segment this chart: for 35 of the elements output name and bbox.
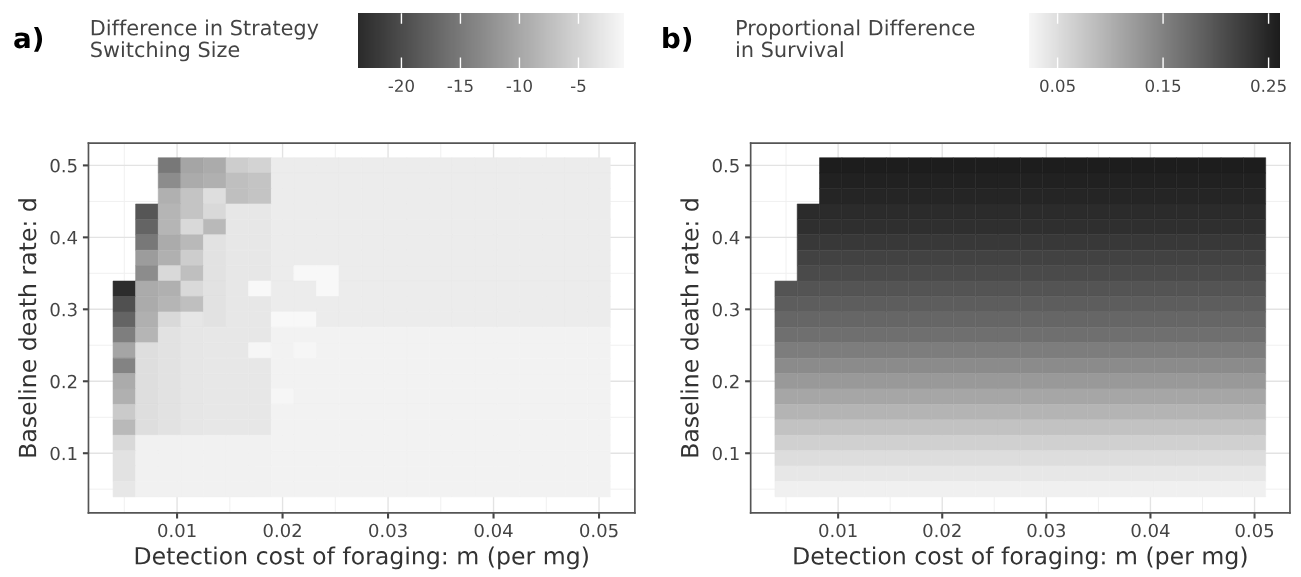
- y-tick-label: 0.4: [50, 230, 78, 245]
- x-tick-label: 0.02: [263, 523, 301, 538]
- y-tick-label: 0.3: [712, 302, 739, 317]
- y-tick-label: 0.5: [712, 158, 739, 173]
- chart-title: b): [663, 26, 692, 52]
- x-tick-label: 0.03: [369, 523, 407, 538]
- y-axis-title: Baseline death rate: d: [680, 199, 699, 457]
- color-bar-title: Difference in Strategy Switching Size: [91, 19, 319, 62]
- x-axis-title: Detection cost of foraging: m (per mg): [794, 546, 1247, 570]
- y-tick-label: 0.2: [50, 374, 77, 389]
- chart-title: a): [14, 26, 43, 52]
- x-tick-label: 0.05: [580, 523, 618, 538]
- x-tick-label: 0.04: [1131, 523, 1170, 538]
- y-axis-title: Baseline death rate: d: [18, 199, 37, 457]
- x-tick-label: 0.05: [1235, 523, 1274, 538]
- y-tick-label: 0.4: [712, 230, 740, 245]
- color-bar-label: -10: [506, 79, 532, 93]
- x-tick-label: 0.04: [474, 523, 513, 538]
- x-axis-title: Detection cost of foraging: m (per mg): [135, 546, 588, 570]
- x-tick-label: 0.01: [819, 523, 857, 538]
- y-tick-label: 0.1: [50, 446, 77, 461]
- color-bar-label: 0.25: [1251, 79, 1286, 93]
- color-bar-label: -5: [570, 79, 586, 93]
- color-bar-label: 0.15: [1145, 79, 1181, 93]
- color-bar-label: 0.05: [1040, 79, 1075, 93]
- x-tick-label: 0.03: [1027, 523, 1065, 538]
- y-tick-label: 0.3: [50, 302, 77, 317]
- color-bar-label: -15: [447, 79, 473, 93]
- color-bar-label: -20: [388, 79, 414, 93]
- color-bar-title: Proportional Difference in Survival: [737, 19, 975, 58]
- x-tick-label: 0.01: [158, 523, 196, 538]
- y-tick-label: 0.1: [712, 446, 739, 461]
- y-tick-label: 0.5: [50, 158, 77, 173]
- y-tick-label: 0.2: [712, 374, 739, 389]
- x-tick-label: 0.02: [923, 523, 961, 538]
